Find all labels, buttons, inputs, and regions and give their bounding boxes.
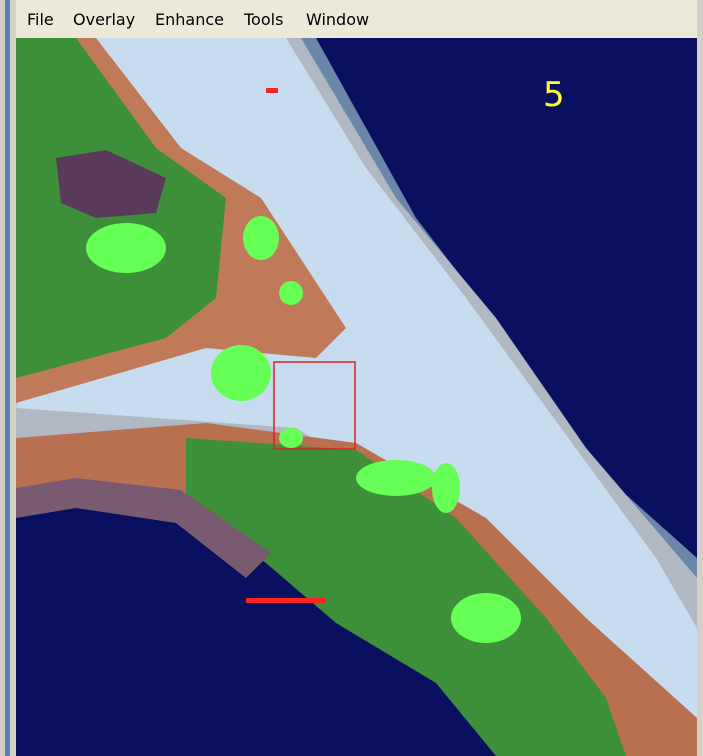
patch — [356, 460, 436, 496]
patch — [86, 223, 166, 273]
patch — [432, 463, 460, 513]
patch — [211, 345, 271, 401]
selection-box[interactable] — [273, 361, 356, 450]
menu-bar: File Overlay Enhance Tools Window — [16, 0, 697, 39]
patch — [279, 428, 303, 448]
pixels — [246, 598, 326, 603]
mudflat — [16, 478, 271, 578]
patch — [451, 593, 521, 643]
classified-image: 5 — [16, 38, 697, 756]
map-label: 5 — [543, 75, 565, 115]
patch — [279, 281, 303, 305]
patch — [243, 216, 279, 260]
window-frame — [697, 0, 703, 756]
sea — [16, 488, 496, 756]
window-frame — [0, 0, 16, 756]
red-class — [246, 88, 326, 603]
menu-item[interactable]: File — [27, 10, 54, 29]
pixels — [266, 88, 278, 93]
frame-bar — [5, 0, 10, 756]
dark-patch — [56, 150, 166, 218]
menu-item[interactable]: Tools — [244, 10, 284, 29]
menu-item[interactable]: Enhance — [155, 10, 224, 29]
menu-item[interactable]: Window — [306, 10, 370, 29]
bright-vegetation — [86, 216, 521, 643]
menu-item[interactable]: Overlay — [73, 10, 136, 29]
